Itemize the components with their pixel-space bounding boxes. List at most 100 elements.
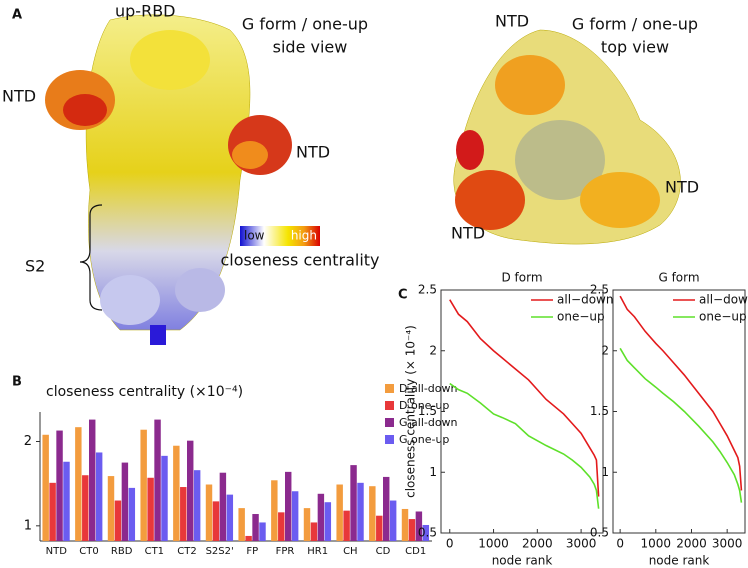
bar [343, 510, 350, 541]
y-tick-label: 0.5 [590, 526, 609, 540]
bar [303, 508, 311, 541]
legend-label: one−up [699, 310, 747, 324]
bar [285, 471, 292, 541]
y-axis-label: closeness centrality (× 10⁻⁴) [404, 325, 418, 498]
x-tick-label: CH [343, 546, 358, 557]
x-tick-label: RBD [111, 546, 133, 557]
bar [401, 508, 409, 541]
legend-swatch [385, 401, 394, 410]
bar [408, 519, 416, 541]
bar [180, 487, 187, 541]
annotation: NTD [665, 178, 699, 197]
bar [107, 476, 115, 541]
y-tick-label: 1 [601, 465, 609, 479]
bar [245, 535, 252, 541]
y-tick-label: 1 [429, 465, 437, 479]
protein-top-view [453, 29, 681, 245]
bar [291, 491, 299, 541]
x-tick-label: S2S2' [206, 546, 234, 557]
y-tick-label: 2.5 [418, 283, 437, 297]
y-tick-label: 2 [429, 343, 437, 357]
x-axis-label: node rank [649, 554, 710, 568]
x-tick-label: 3000 [712, 537, 743, 551]
bar [212, 501, 220, 541]
bar [95, 452, 103, 541]
line [449, 299, 600, 497]
annotation: NTD [451, 224, 485, 243]
colorbar-high: high [291, 229, 317, 243]
x-tick-label: 1000 [641, 537, 672, 551]
bar [49, 482, 56, 541]
x-tick-label: HR1 [307, 546, 328, 557]
x-tick-label: 0 [616, 537, 624, 551]
x-tick-label: 1000 [478, 537, 509, 551]
panel-label: A [12, 8, 22, 23]
line [619, 295, 743, 491]
bar [310, 522, 318, 541]
annotation: NTD [495, 12, 529, 31]
legend-label: G one-up [399, 433, 449, 446]
bar [324, 502, 332, 541]
bar [226, 494, 234, 541]
line [449, 382, 600, 509]
view-subtitle: top view [601, 38, 669, 57]
x-tick-label: 2000 [522, 537, 553, 551]
bar [336, 484, 343, 541]
bar [389, 500, 397, 541]
bar [154, 419, 161, 541]
legend-label: all−down [699, 293, 748, 307]
x-tick-label: CT1 [145, 546, 164, 557]
bar [187, 440, 194, 541]
bar [376, 515, 383, 541]
bar [259, 522, 266, 541]
chart-title: D form [501, 271, 542, 285]
x-tick-label: 0 [446, 537, 454, 551]
colorbar-low: low [244, 229, 265, 243]
protein-side-view [45, 14, 320, 345]
colorbar-label: closeness centrality [220, 251, 379, 270]
legend-label: all−down [557, 293, 613, 307]
bar [278, 512, 285, 541]
view-title: G form / one-up [572, 15, 698, 34]
bar [219, 472, 227, 541]
bar [383, 476, 390, 541]
x-tick-label: CD1 [405, 546, 426, 557]
bar [173, 445, 180, 541]
x-tick-label: CT2 [177, 546, 196, 557]
view-subtitle: side view [273, 38, 348, 57]
bar [252, 514, 259, 541]
bar [114, 500, 122, 541]
bar [89, 419, 96, 541]
bar [147, 477, 154, 541]
legend-swatch [385, 384, 394, 393]
bar [422, 524, 430, 541]
bar [42, 434, 49, 541]
plot-frame [440, 289, 604, 534]
legend-swatch [385, 435, 394, 444]
bar [317, 493, 325, 541]
legend-label: G all-down [399, 416, 458, 429]
y-tick-label: 0.5 [418, 526, 437, 540]
panel-label: B [12, 375, 22, 390]
bar [350, 465, 357, 541]
x-tick-label: CT0 [79, 546, 98, 557]
chart-title: closeness centrality (×10⁻⁴) [46, 384, 243, 400]
bar [369, 486, 376, 541]
x-tick-label: FP [246, 546, 258, 557]
bar [56, 430, 63, 541]
annotation: S2 [25, 257, 45, 276]
bar [121, 462, 129, 541]
bar [205, 484, 213, 541]
annotation: up-RBD [115, 2, 175, 21]
y-tick-label: 1.5 [418, 404, 437, 418]
y-tick-label: 2 [601, 343, 609, 357]
annotation: NTD [2, 87, 36, 106]
legend-label: D one-up [399, 399, 449, 412]
bar [357, 482, 364, 541]
chart-title: G form [658, 271, 699, 285]
bar [271, 480, 278, 541]
panel-label: C [398, 288, 408, 303]
bar [161, 455, 168, 541]
bar [63, 461, 70, 541]
